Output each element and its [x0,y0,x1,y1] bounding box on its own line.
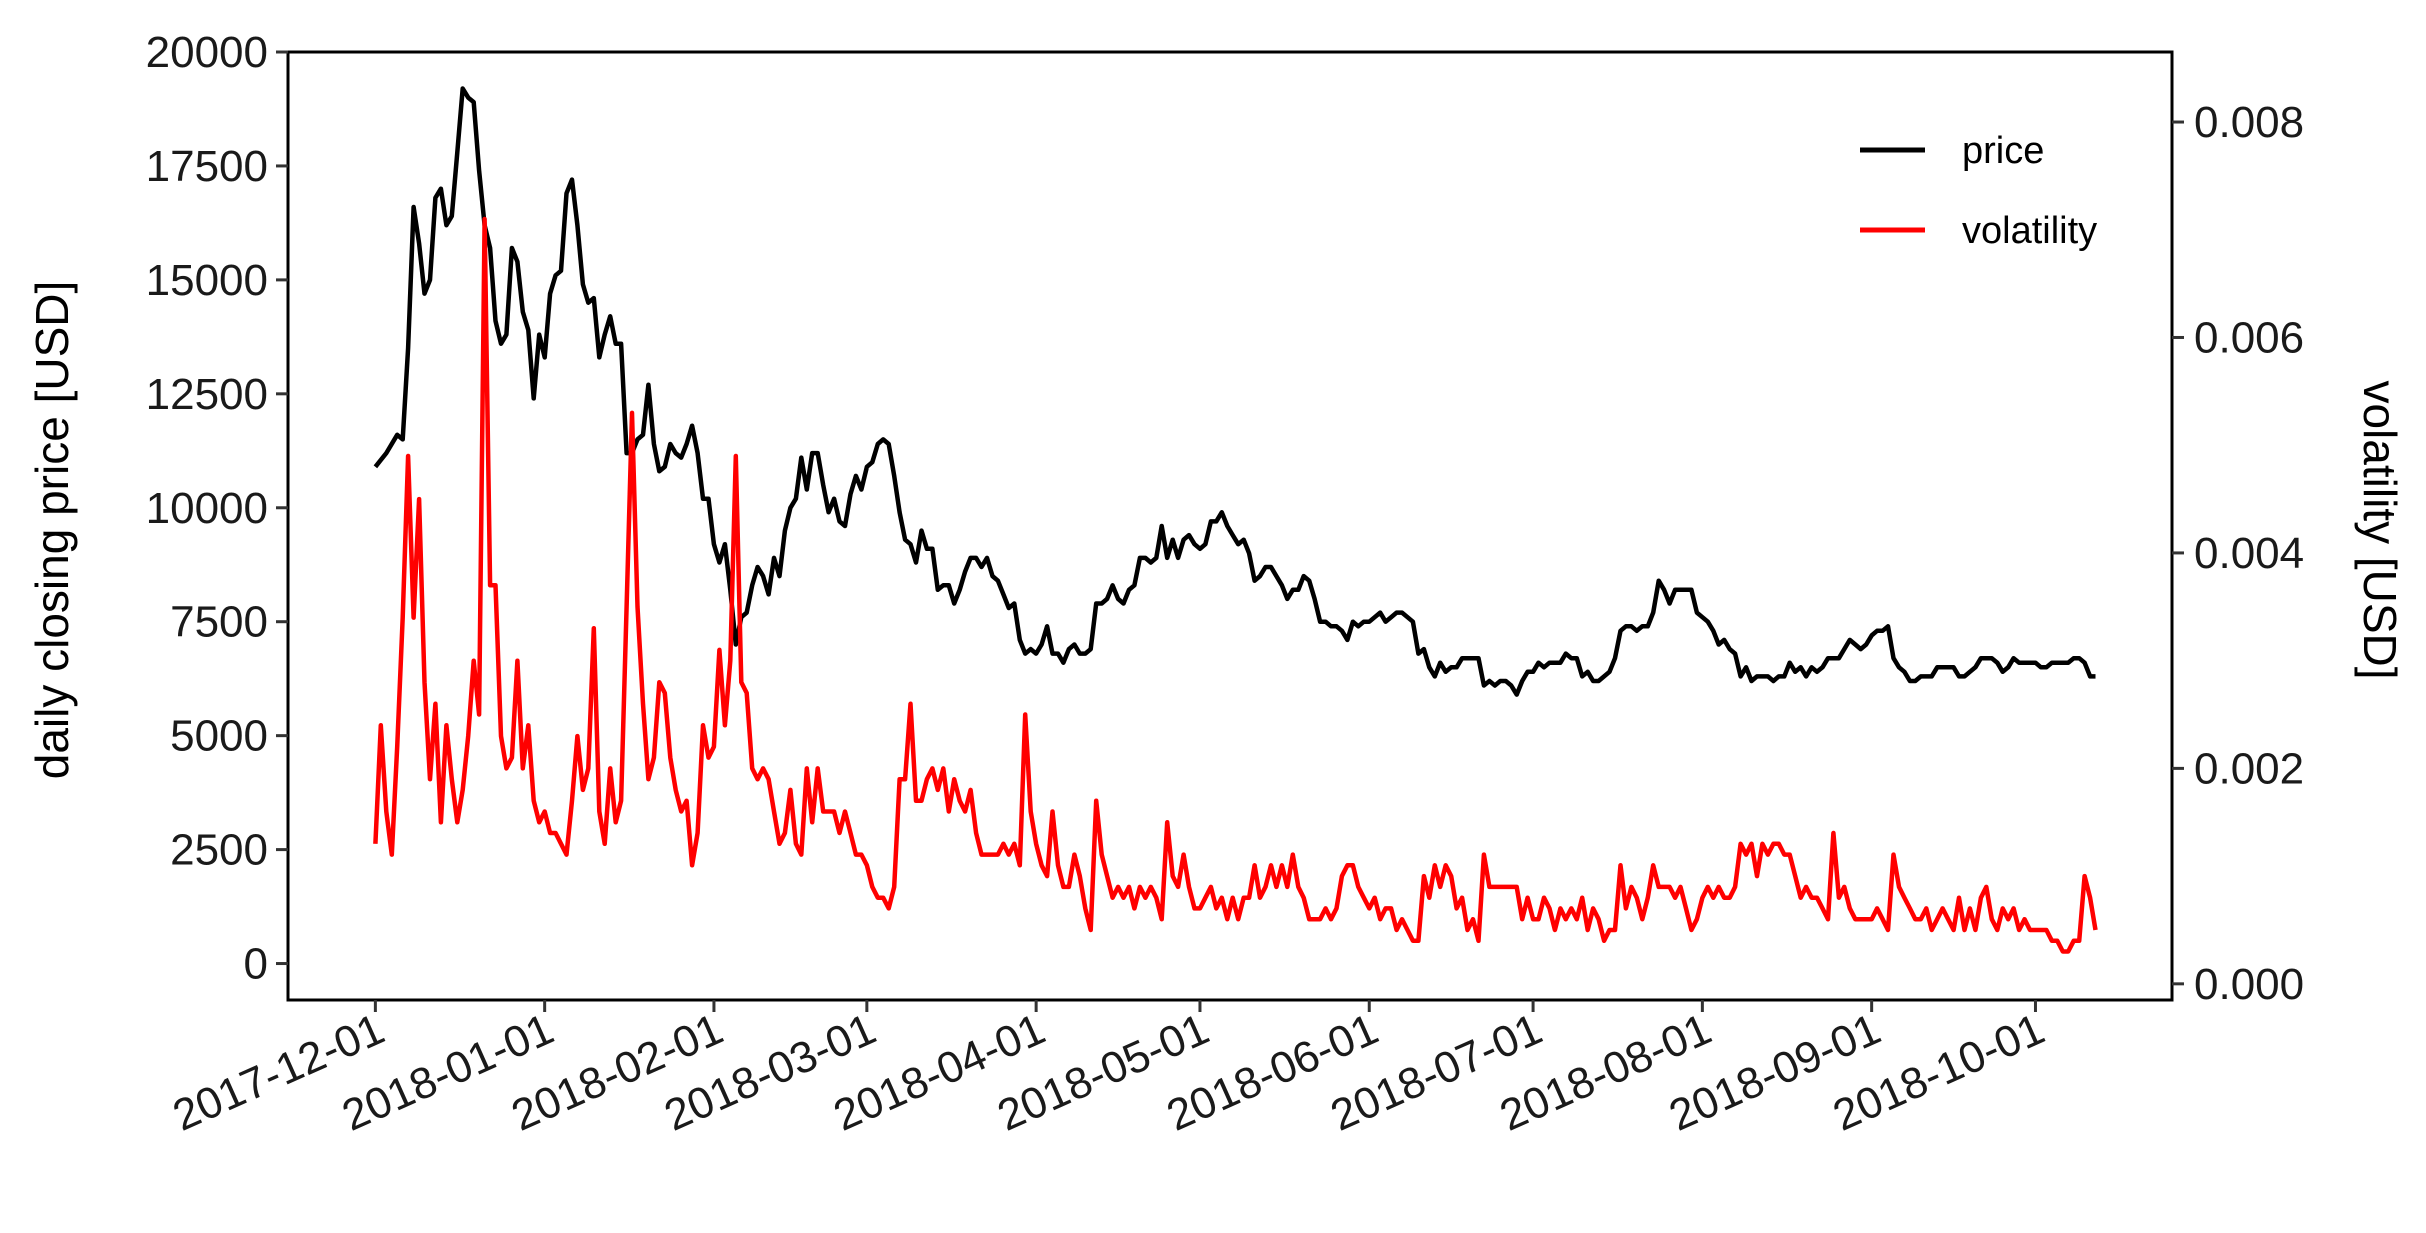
y2-tick-label: 0.002 [2194,744,2304,793]
series-line-volatility [373,216,2098,954]
y2-tick-label: 0.006 [2194,313,2304,362]
y-tick-label: 0 [244,940,268,989]
y2-axis-title: volatility [USD] [2354,380,2406,679]
series-line-price [373,86,2096,697]
series-lines [373,86,2098,954]
y2-tick-label: 0.008 [2194,98,2304,147]
y-tick-label: 20000 [146,28,268,77]
y-tick-label: 7500 [170,598,268,647]
legend-label-volatility: volatility [1962,210,2097,252]
y-tick-label: 10000 [146,484,268,533]
y2-tick-label: 0.000 [2194,960,2304,1009]
y-tick-label: 5000 [170,712,268,761]
axis-titles: daily closing price [USD] volatility [US… [26,281,2406,780]
plot-frame [286,50,2174,1002]
y-tick-label: 2500 [170,826,268,875]
legend: price volatility [1860,130,2097,252]
y-axis-title: daily closing price [USD] [26,281,78,780]
y2-tick-label: 0.004 [2194,529,2304,578]
y-tick-label: 12500 [146,370,268,419]
axes: 0 2500 5000 7500 10000 12500 15000 17500 20000 0.… [146,28,2304,1141]
legend-label-price: price [1962,130,2044,172]
y-tick-label: 15000 [146,256,268,305]
y-tick-label: 17500 [146,142,268,191]
